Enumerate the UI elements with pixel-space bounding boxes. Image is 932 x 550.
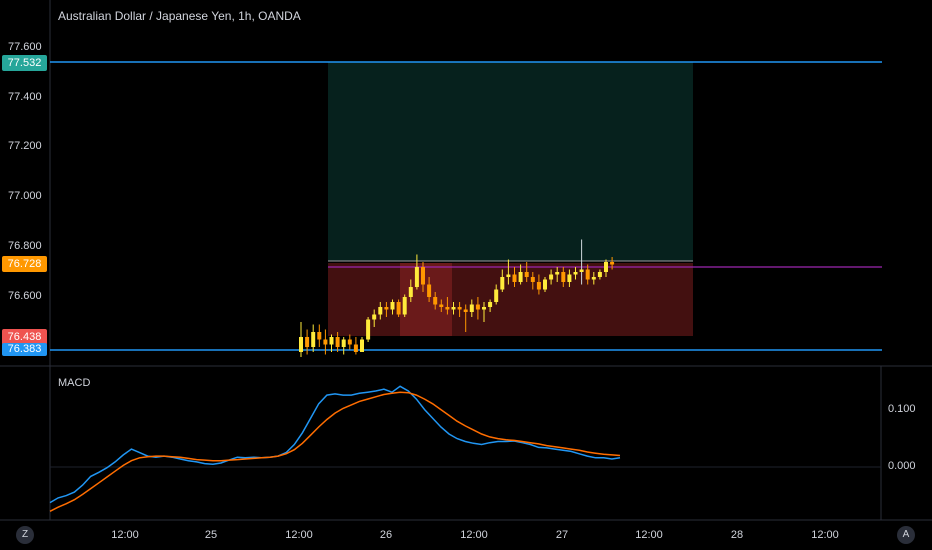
candle-body <box>323 339 328 345</box>
candle-body <box>360 339 364 352</box>
time-label: 12:00 <box>635 529 663 541</box>
candle-body <box>311 332 316 347</box>
candles-group <box>299 239 615 357</box>
profit-zone <box>328 62 693 261</box>
candle-body <box>347 339 352 345</box>
macd-indicator-label[interactable]: MACD <box>58 377 91 389</box>
auto-scale-button[interactable]: A <box>897 526 915 544</box>
candle-body <box>366 319 371 340</box>
candle-body <box>451 307 456 310</box>
candle-body <box>506 274 511 277</box>
candle-body <box>482 307 486 310</box>
chart-title: Australian Dollar / Japanese Yen, 1h, OA… <box>58 9 301 23</box>
candle-body <box>597 272 602 277</box>
time-label: 27 <box>555 529 569 541</box>
candle-body <box>463 309 468 312</box>
candle-body <box>604 262 608 272</box>
candle-body <box>494 289 499 302</box>
loss-zone <box>328 263 693 336</box>
candle-body <box>414 267 419 287</box>
candle-body <box>335 337 340 347</box>
price-axis[interactable]: 77.600 77.400 77.200 77.000 76.800 76.60… <box>0 0 50 365</box>
stop-price-badge: 76.438 <box>2 329 47 345</box>
candle-body <box>610 262 615 265</box>
candle-body <box>341 339 346 347</box>
macd-line <box>49 385 621 504</box>
candle-body <box>372 314 377 320</box>
candle-body <box>396 302 401 315</box>
candle-body <box>530 277 535 282</box>
candle-body <box>500 277 505 290</box>
candle-body <box>299 337 303 352</box>
candle-body <box>567 274 572 282</box>
time-label: 12:00 <box>111 529 139 541</box>
candle-body <box>524 272 529 277</box>
candle-body <box>317 332 322 340</box>
candle-body <box>305 337 310 347</box>
candle-body <box>543 279 547 290</box>
loss-zone-highlight <box>400 263 452 336</box>
time-label: 26 <box>379 529 393 541</box>
price-label: 76.800 <box>8 240 42 252</box>
signal-line <box>49 391 621 512</box>
candle-body <box>378 307 383 315</box>
candle-body <box>469 304 474 312</box>
time-label: 28 <box>730 529 744 541</box>
candle-body <box>408 287 413 297</box>
entry-price-badge: 76.728 <box>2 256 47 272</box>
price-label: 77.600 <box>8 41 42 53</box>
price-label: 77.400 <box>8 91 42 103</box>
time-label: 25 <box>204 529 218 541</box>
candle-body <box>421 267 425 285</box>
candle-body <box>585 269 590 280</box>
candle-body <box>457 307 462 310</box>
macd-axis-label: 0.000 <box>888 460 916 472</box>
candle-body <box>573 272 578 275</box>
candle-body <box>549 274 554 280</box>
candle-body <box>353 344 358 352</box>
candle-body <box>518 272 523 282</box>
candle-body <box>402 297 407 315</box>
candle-body <box>555 272 560 275</box>
time-label: 12:00 <box>460 529 488 541</box>
candle-body <box>433 297 438 305</box>
candle-body <box>445 307 450 310</box>
time-label: 12:00 <box>285 529 313 541</box>
candle-body <box>390 302 395 310</box>
candle-body <box>488 302 493 307</box>
time-label: 12:00 <box>811 529 839 541</box>
candle-body <box>561 272 566 282</box>
target-price-badge: 77.532 <box>2 55 47 71</box>
price-label: 77.000 <box>8 190 42 202</box>
zoom-reset-button[interactable]: Z <box>16 526 34 544</box>
support-price-badge: 76.383 <box>2 343 47 356</box>
candle-body <box>439 304 444 307</box>
candle-body <box>384 307 389 310</box>
candle-body <box>591 277 596 280</box>
candle-body <box>329 337 334 345</box>
price-label: 77.200 <box>8 140 42 152</box>
price-label: 76.600 <box>8 290 42 302</box>
candle-body <box>579 269 584 272</box>
candle-body <box>536 282 541 290</box>
candle-body <box>427 284 432 297</box>
macd-axis-label: 0.100 <box>888 403 916 415</box>
candle-body <box>512 274 517 282</box>
candle-body <box>475 304 480 310</box>
